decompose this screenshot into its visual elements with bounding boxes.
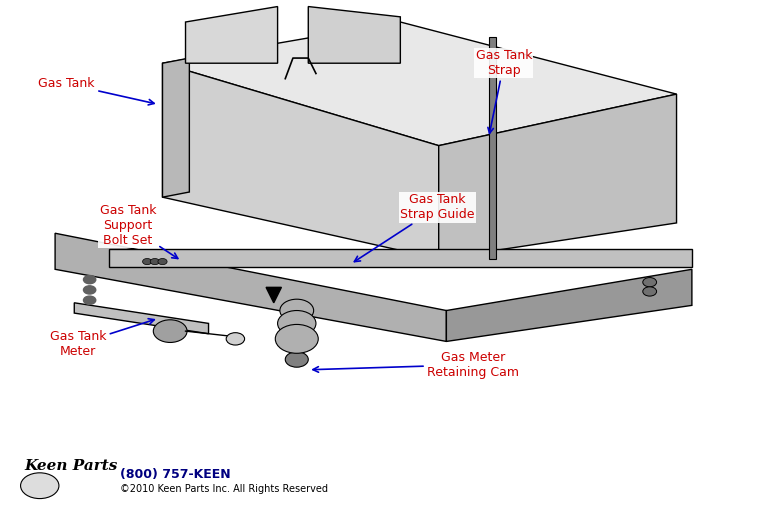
Polygon shape [308,7,400,63]
Circle shape [285,352,308,367]
Text: Gas Tank: Gas Tank [38,77,154,105]
Circle shape [21,473,59,499]
Circle shape [278,310,316,336]
Circle shape [280,299,313,322]
Circle shape [153,320,187,342]
Circle shape [150,258,159,265]
Polygon shape [109,249,692,267]
Polygon shape [55,233,447,341]
Circle shape [226,333,245,345]
Text: Gas Tank
Strap Guide: Gas Tank Strap Guide [354,194,475,262]
Text: (800) 757-KEEN: (800) 757-KEEN [120,468,231,481]
Circle shape [83,296,95,305]
Text: Gas Tank
Strap: Gas Tank Strap [476,49,532,133]
Polygon shape [162,22,677,146]
Circle shape [142,258,152,265]
Circle shape [83,276,95,284]
Text: Keen Parts: Keen Parts [25,459,118,473]
Circle shape [83,286,95,294]
Polygon shape [162,58,189,197]
Circle shape [276,324,318,353]
Text: ©2010 Keen Parts Inc. All Rights Reserved: ©2010 Keen Parts Inc. All Rights Reserve… [120,484,328,494]
Text: Gas Meter
Retaining Cam: Gas Meter Retaining Cam [313,351,519,379]
Circle shape [158,258,167,265]
Circle shape [643,287,657,296]
Polygon shape [162,63,439,259]
Text: Gas Tank
Support
Bolt Set: Gas Tank Support Bolt Set [100,204,178,258]
Circle shape [643,278,657,287]
Polygon shape [489,37,496,259]
Polygon shape [266,287,281,303]
Polygon shape [74,303,209,334]
Polygon shape [439,94,677,259]
Polygon shape [186,7,278,63]
Polygon shape [447,269,692,341]
Text: Gas Tank
Meter: Gas Tank Meter [50,319,154,358]
